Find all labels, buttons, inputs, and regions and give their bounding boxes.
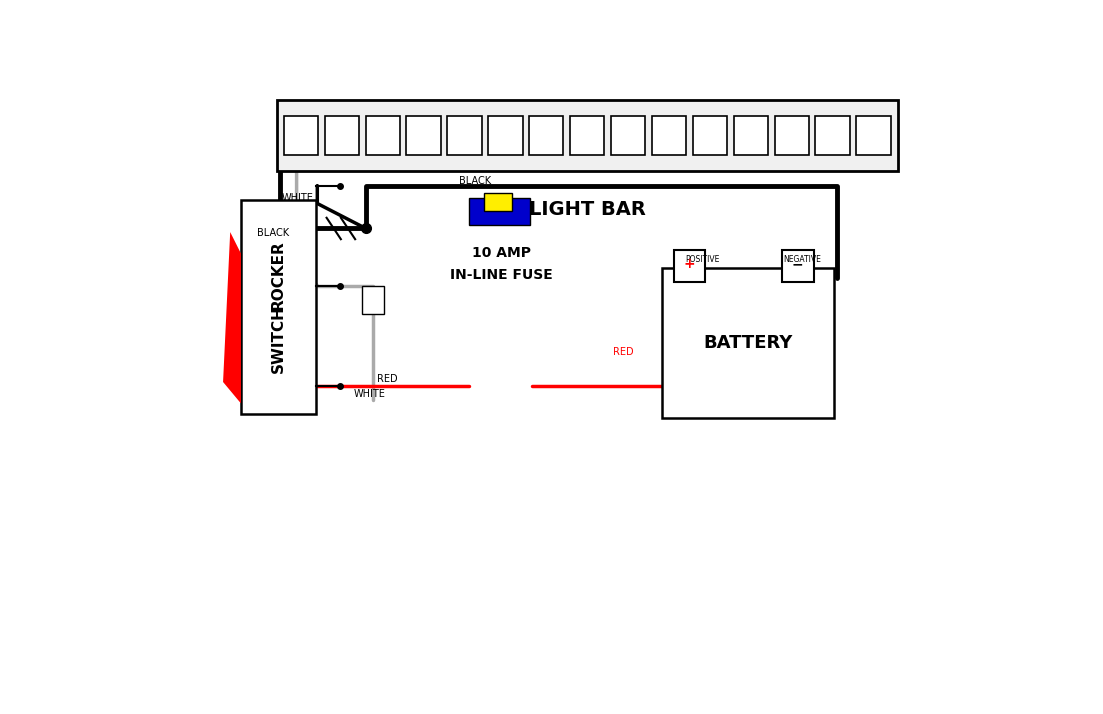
Text: ROCKER: ROCKER <box>271 240 286 310</box>
Text: LIGHT BAR: LIGHT BAR <box>528 200 645 219</box>
Bar <box>733 116 768 156</box>
Bar <box>283 116 318 156</box>
Bar <box>407 116 441 156</box>
Text: RED: RED <box>612 347 633 357</box>
Text: WHITE: WHITE <box>353 389 385 399</box>
Bar <box>529 116 564 156</box>
Text: 10 AMP: 10 AMP <box>472 246 531 261</box>
Bar <box>674 250 705 282</box>
Text: BLACK: BLACK <box>459 176 491 186</box>
Text: WHITE: WHITE <box>282 193 314 203</box>
Polygon shape <box>223 232 240 403</box>
Bar <box>277 100 898 171</box>
Bar <box>611 116 645 156</box>
Text: SWITCH: SWITCH <box>271 305 286 373</box>
Bar <box>240 200 315 414</box>
Bar <box>448 116 482 156</box>
Text: BLACK: BLACK <box>257 228 289 238</box>
Text: POSITIVE: POSITIVE <box>686 255 720 264</box>
Bar <box>693 116 727 156</box>
Bar <box>570 116 604 156</box>
Bar <box>362 286 384 314</box>
Text: RED: RED <box>377 374 397 384</box>
Bar <box>484 193 512 211</box>
Text: BATTERY: BATTERY <box>704 333 793 352</box>
Text: +: + <box>684 257 695 271</box>
Bar <box>365 116 399 156</box>
Bar <box>324 116 358 156</box>
Bar <box>856 116 890 156</box>
Bar <box>652 116 686 156</box>
Text: IN-LINE FUSE: IN-LINE FUSE <box>450 268 553 282</box>
Bar <box>489 116 523 156</box>
Bar <box>470 198 531 225</box>
Bar <box>782 250 814 282</box>
Bar <box>815 116 849 156</box>
Text: NEGATIVE: NEGATIVE <box>783 255 822 264</box>
Bar <box>774 116 808 156</box>
Text: −: − <box>792 257 804 271</box>
Bar <box>662 268 834 418</box>
